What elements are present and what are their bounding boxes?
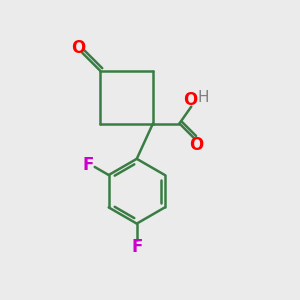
Text: F: F: [82, 157, 94, 175]
Text: O: O: [189, 136, 203, 154]
Text: O: O: [71, 38, 85, 56]
Text: H: H: [198, 90, 209, 105]
Text: F: F: [131, 238, 142, 256]
Text: O: O: [183, 91, 197, 109]
